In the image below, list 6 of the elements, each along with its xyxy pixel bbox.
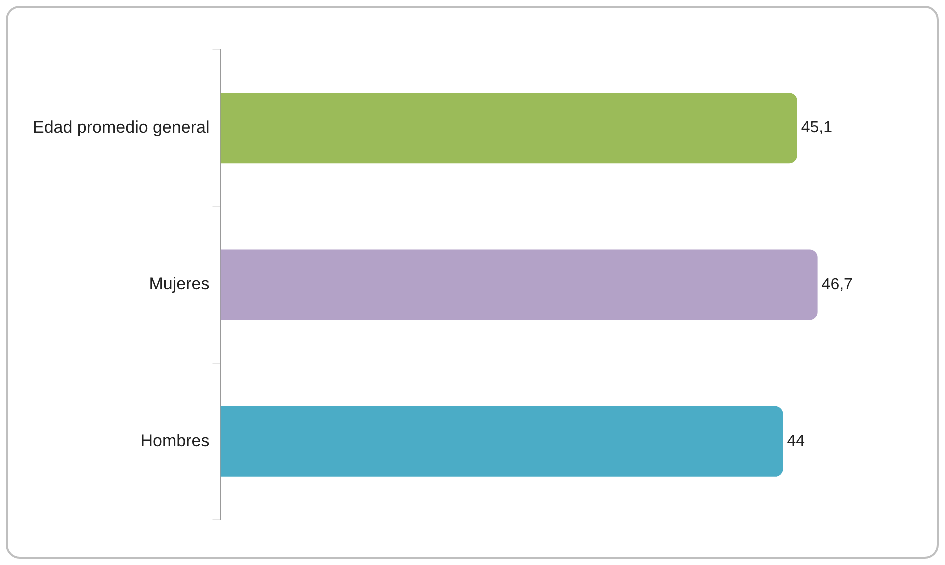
y-tick-label: Mujeres: [149, 274, 210, 294]
data-label: 46,7: [822, 276, 854, 294]
y-tick-label: Hombres: [140, 431, 210, 450]
data-label: 45,1: [801, 120, 833, 137]
y-tick-label: Edad promedio general: [33, 118, 210, 138]
data-label: 44: [787, 433, 806, 450]
